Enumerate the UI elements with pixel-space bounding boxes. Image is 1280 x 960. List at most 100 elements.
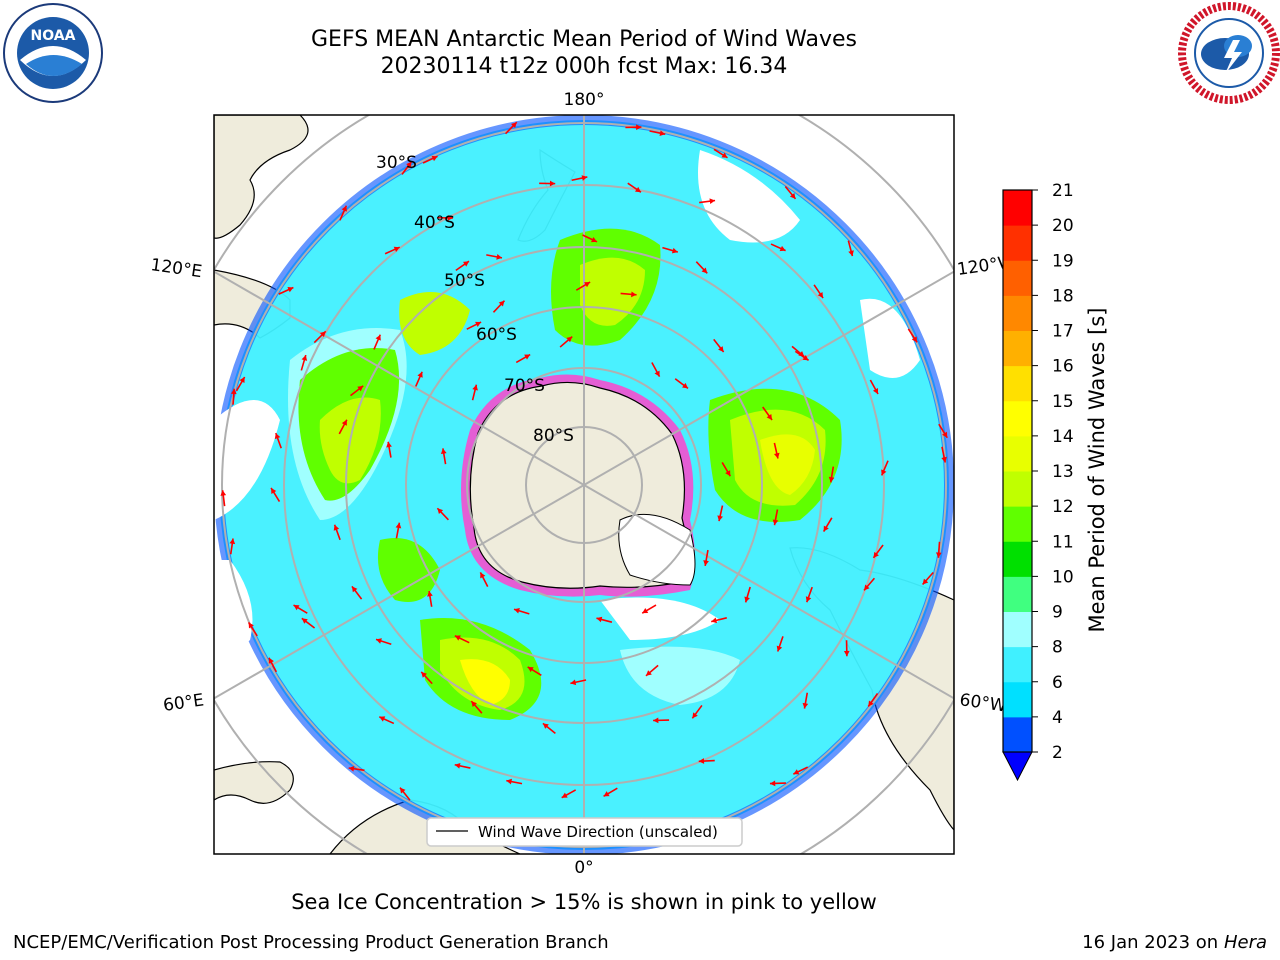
map-frame xyxy=(213,114,955,855)
colorbar-segment xyxy=(1003,330,1032,367)
wind-wave-arrowhead xyxy=(248,622,254,629)
colorbar-tick-label: 4 xyxy=(1052,708,1063,728)
colorbar-segment xyxy=(1003,681,1032,718)
colorbar-segment xyxy=(1003,435,1032,472)
colorbar-segment xyxy=(1003,471,1032,507)
wind-wave-arrowhead xyxy=(911,336,918,343)
colorbar-tick-label: 20 xyxy=(1052,216,1074,236)
wind-wave-arrowhead xyxy=(872,388,879,395)
wind-wave-arrowhead xyxy=(220,490,227,496)
wind-wave-arrowhead xyxy=(406,161,412,168)
colorbar-tick-label: 16 xyxy=(1052,357,1074,377)
colorbar-segment xyxy=(1003,365,1032,402)
wind-wave-arrowhead xyxy=(475,321,482,327)
wind-wave-arrowhead xyxy=(692,712,698,719)
wind-wave-arrowhead xyxy=(239,377,245,384)
wind-wave-arrowhead xyxy=(654,370,660,377)
wind-wave-arrowhead xyxy=(603,791,610,797)
antarctica xyxy=(461,374,696,597)
wind-wave-arrowhead xyxy=(399,787,406,794)
wind-wave-arrowhead xyxy=(942,431,948,438)
colorbar-segment xyxy=(1003,225,1032,261)
wind-wave-arrowhead xyxy=(848,250,854,257)
colorbar: 2 4 6 8 9 10 11 12 13 14 15 16 17 18 19 20 21 xyxy=(1002,181,1074,782)
wind-wave-arrowhead xyxy=(566,336,573,343)
wind-wave-arrowhead xyxy=(542,723,549,729)
wind-wave-arrowhead xyxy=(631,291,637,298)
noaa-logo: NOAA xyxy=(3,3,103,103)
wind-wave-arrowhead xyxy=(823,525,829,532)
colorbar-tick-label: 2 xyxy=(1052,743,1063,763)
wind-wave-arrowhead xyxy=(703,560,709,566)
wind-wave-arrowhead xyxy=(653,717,659,724)
lon-label-60w: 60°W xyxy=(958,690,1007,716)
land-madagascar xyxy=(214,761,294,804)
lat-label-60s: 60°S xyxy=(476,325,517,345)
legend-label: Wind Wave Direction (unscaled) xyxy=(478,823,718,841)
wind-wave-arrowhead xyxy=(301,355,308,361)
footer-date: 16 Jan 2023 on Hera xyxy=(1082,932,1267,953)
colorbar-segment xyxy=(1003,576,1032,612)
wind-wave-arrowhead xyxy=(817,292,824,299)
wind-wave-arrowhead xyxy=(591,236,597,243)
wind-wave-arrowhead xyxy=(843,650,850,657)
wind-wave-arrowhead xyxy=(357,385,364,392)
wind-wave-arrowhead xyxy=(417,371,423,378)
wind-wave-arrowhead xyxy=(341,419,347,426)
wind-wave-arrowhead xyxy=(447,215,454,221)
colorbar-segment xyxy=(1003,260,1032,296)
wind-wave-arrowhead xyxy=(514,608,520,614)
wind-wave-arrowhead xyxy=(527,666,534,673)
wind-wave-arrowhead xyxy=(511,122,517,129)
wind-wave-arrowhead xyxy=(718,346,724,352)
wind-wave-arrowhead xyxy=(480,572,486,579)
wind-wave-arrowhead xyxy=(301,618,308,624)
colorbar-tick-label: 6 xyxy=(1052,673,1063,693)
lat-label-80s: 80°S xyxy=(533,426,574,446)
wind-wave-arrowhead xyxy=(333,524,340,531)
wind-wave-arrowhead xyxy=(427,590,433,597)
wind-wave-arrowhead xyxy=(496,254,503,260)
wind-wave-arrowhead xyxy=(561,792,568,798)
colorbar-tick-label: 18 xyxy=(1052,286,1074,306)
wind-wave-arrowhead xyxy=(351,586,358,593)
land-australia xyxy=(214,115,309,239)
wind-wave-arrowhead xyxy=(634,186,641,193)
wind-wave-arrowhead xyxy=(725,470,731,477)
wind-wave-arrowhead xyxy=(471,701,477,707)
wind-wave-arrowhead xyxy=(506,778,513,785)
colorbar-tick-label: 9 xyxy=(1052,603,1063,623)
colorbar-segment xyxy=(1003,400,1032,437)
wind-wave-arrowhead xyxy=(659,130,666,136)
wind-wave-arrowhead xyxy=(671,247,678,254)
wind-wave-arrowhead xyxy=(773,452,780,459)
wind-wave-arrowhead xyxy=(645,670,652,676)
colorbar-tick-label: 14 xyxy=(1052,427,1074,447)
wind-wave-arrowhead xyxy=(348,765,355,772)
wind-wave-arrowhead xyxy=(341,205,347,212)
wind-wave-arrowhead xyxy=(393,246,400,252)
wind-wave-arrowhead xyxy=(386,441,392,448)
map-title: GEFS MEAN Antarctic Mean Period of Wind … xyxy=(311,27,857,52)
wind-wave-arrowhead xyxy=(766,414,773,420)
lat-label-70s: 70°S xyxy=(504,376,545,396)
wind-wave-arrowhead xyxy=(229,538,236,545)
noaa-logo-text: NOAA xyxy=(31,28,76,44)
wind-wave-arrowhead xyxy=(881,469,887,476)
wind-wave-arrowhead xyxy=(717,515,723,522)
wind-wave-arrowhead xyxy=(935,552,942,558)
wind-wave-arrowhead xyxy=(454,763,461,769)
colorbar-tick-label: 15 xyxy=(1052,392,1074,412)
wind-wave-arrowhead xyxy=(293,605,300,611)
wind-wave-arrowhead xyxy=(802,702,809,709)
colorbar-segment xyxy=(1003,611,1032,648)
wind-wave-arrowhead xyxy=(472,384,478,391)
wind-wave-arrowhead xyxy=(584,282,591,288)
wind-wave-arrowhead xyxy=(375,334,381,341)
colorbar-extend-arrow xyxy=(1002,751,1033,782)
wind-wave-arrowhead xyxy=(711,617,718,624)
wind-wave-arrowhead xyxy=(287,287,294,293)
colorbar-tick-label: 10 xyxy=(1052,567,1074,587)
colorbar-tick-label: 13 xyxy=(1052,462,1074,482)
